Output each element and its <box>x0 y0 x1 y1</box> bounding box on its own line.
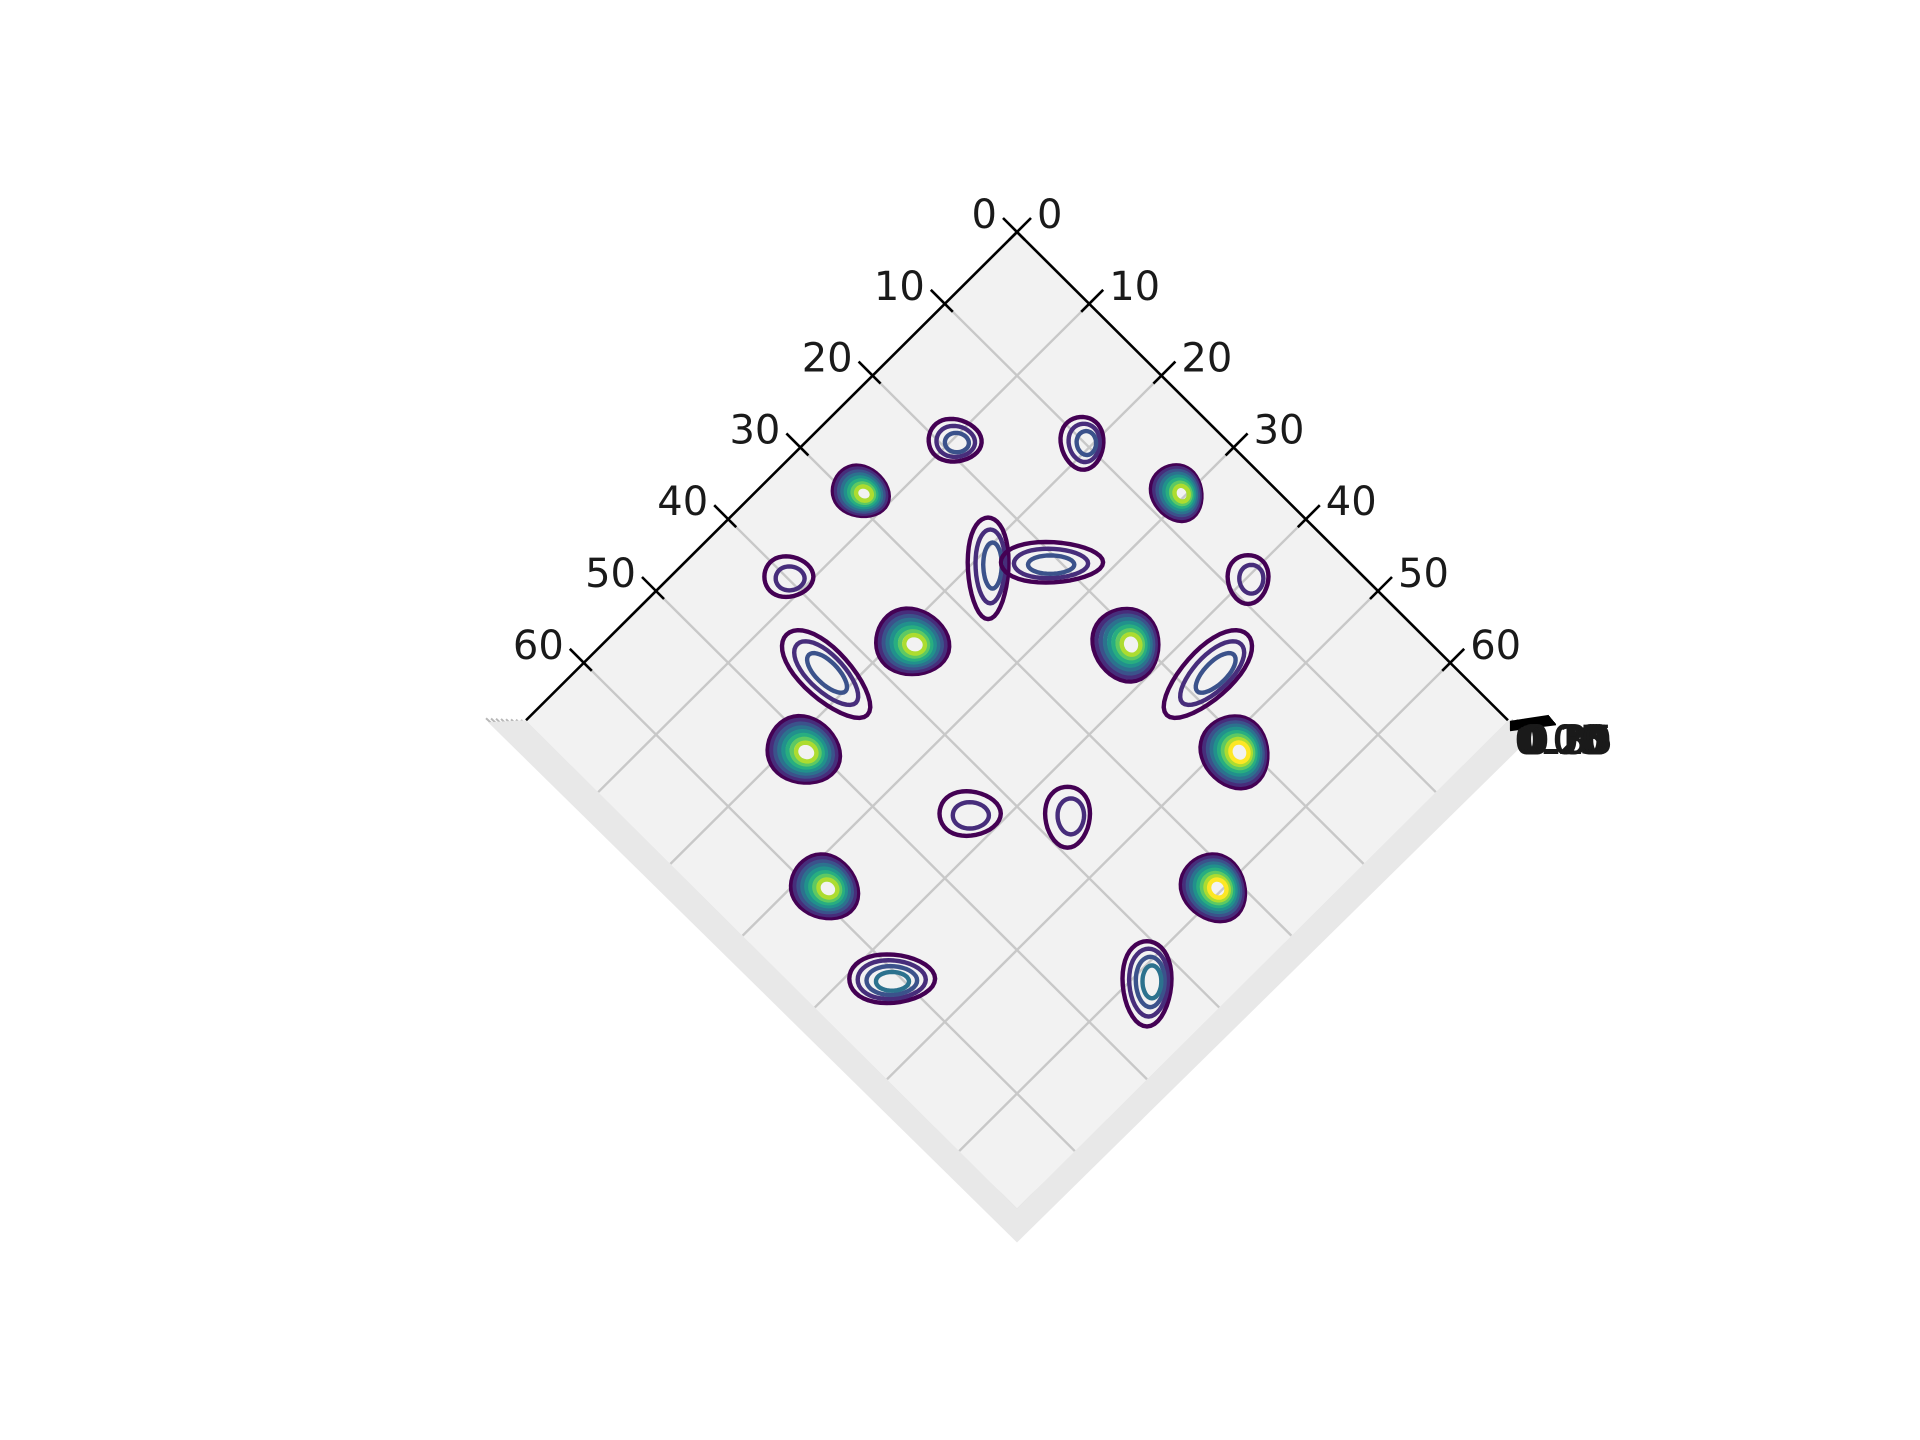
y-tick-label: 40 <box>657 479 708 525</box>
x-tick-label: 50 <box>1398 551 1449 597</box>
y-tick-label: 50 <box>585 551 636 597</box>
y-tick-label: 60 <box>513 623 564 669</box>
y-tick-label: 10 <box>874 264 925 310</box>
y-tick-label: 20 <box>802 336 853 382</box>
z-axis-ticks: 0.000.050.100.150.200.250.300.35 <box>1510 716 1614 764</box>
x-tick-label: 20 <box>1181 336 1232 382</box>
x-tick-label: 30 <box>1254 407 1305 453</box>
y-tick-label: 30 <box>729 407 780 453</box>
x-tick-label: 40 <box>1326 479 1377 525</box>
contour-pane <box>526 232 1508 1208</box>
y-tick-label: 0 <box>972 192 997 238</box>
x-tick-label: 0 <box>1037 192 1062 238</box>
x-tick-label: 60 <box>1470 623 1521 669</box>
z-tick-label: 0.35 <box>1524 718 1613 764</box>
x-tick-label: 10 <box>1109 264 1160 310</box>
